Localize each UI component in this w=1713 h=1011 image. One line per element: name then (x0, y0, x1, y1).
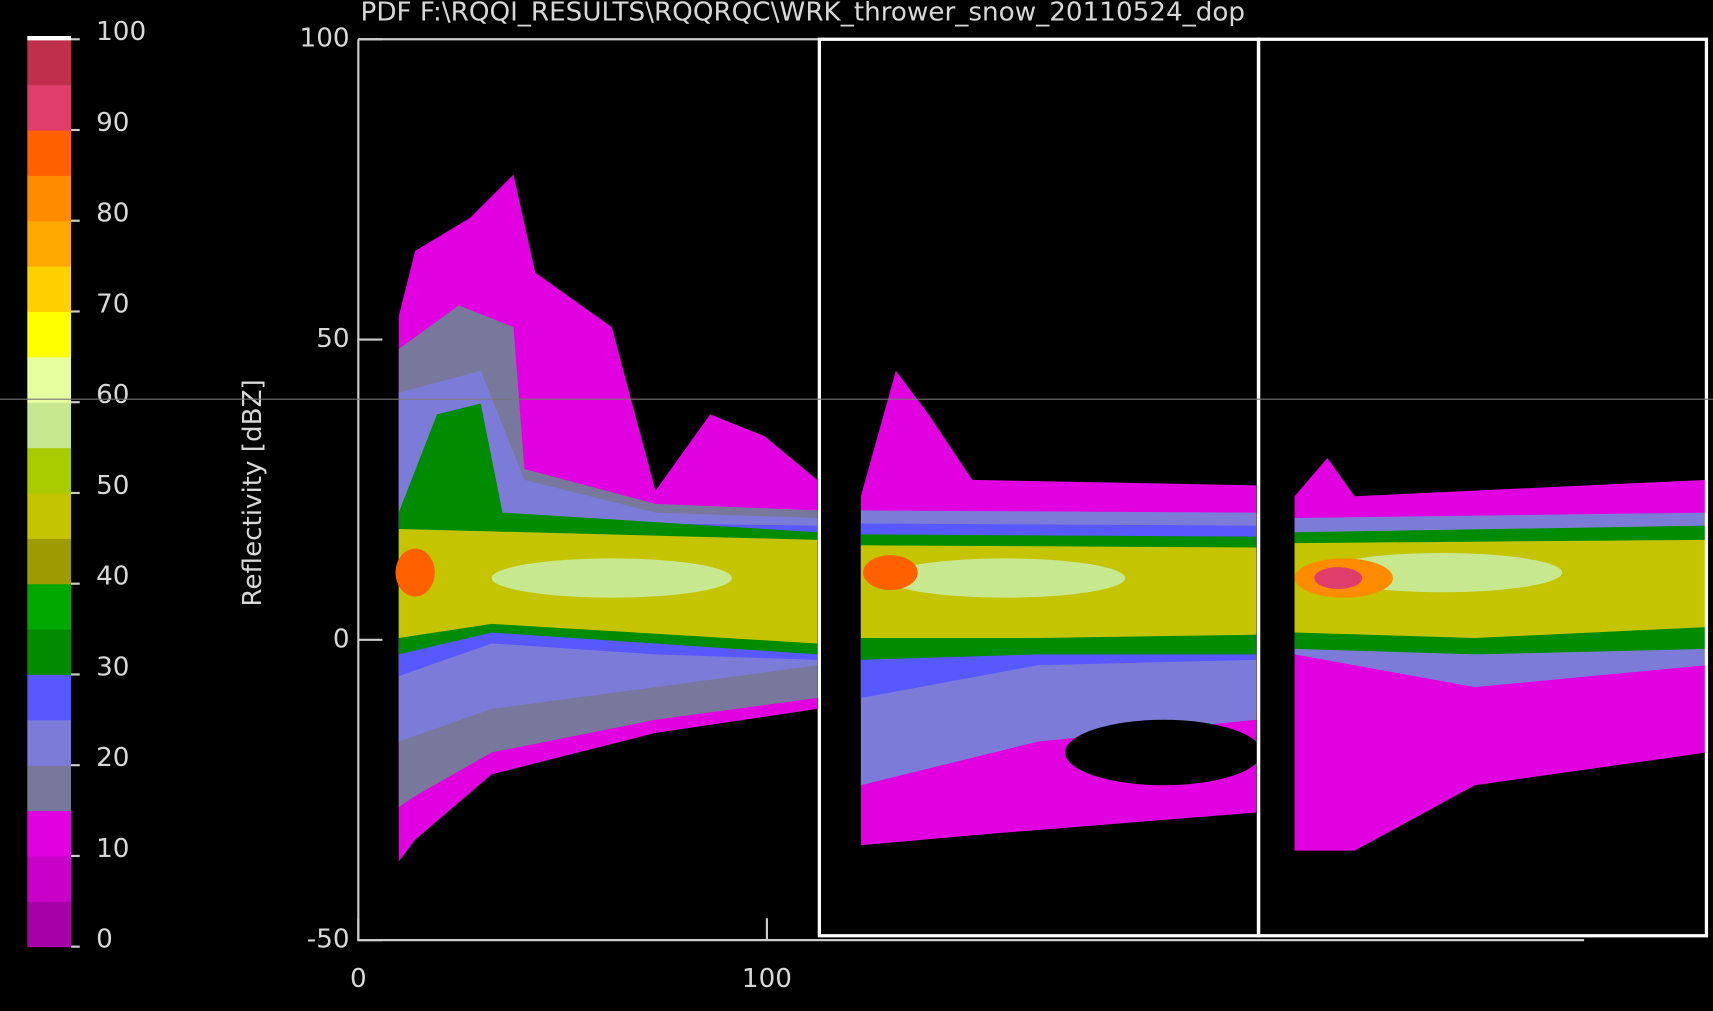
colorbar-band (27, 220, 72, 267)
density-field (395, 174, 1707, 862)
colorbar-band (27, 356, 72, 403)
density-region (395, 548, 435, 597)
colorbar-band (27, 765, 72, 812)
y-tick-label: 50 (316, 324, 349, 354)
y-tick-label: 0 (333, 624, 350, 654)
x-tick-label: 0 (350, 964, 367, 994)
colorbar-top (27, 35, 72, 41)
colorbar-tick-label: 90 (96, 108, 129, 138)
colorbar-band (27, 901, 72, 948)
colorbar-tick-label: 50 (96, 471, 129, 501)
colorbar-tick-label: 0 (96, 925, 113, 955)
colorbar-band (27, 447, 72, 494)
colorbar-tick-label: 30 (96, 652, 129, 682)
colorbar-band (27, 674, 72, 721)
colorbar-band (27, 629, 72, 675)
colorbar-tick-label: 60 (96, 380, 129, 410)
chart-title: PDF F:\RQQI_RESULTS\RQQRQC\WRK_thrower_s… (361, 0, 1246, 28)
density-region (1314, 567, 1363, 589)
panel-frame (1256, 37, 1709, 938)
colorbar-band (27, 130, 72, 176)
y-tick-label: 100 (300, 24, 350, 54)
colorbar-band (27, 311, 72, 358)
density-region (884, 558, 1126, 598)
colorbar-band (27, 402, 72, 449)
y-tick-label: -50 (307, 925, 350, 955)
colorbar-band (27, 719, 72, 766)
colorbar-tick-label: 10 (96, 834, 129, 864)
colorbar-tick-label: 100 (96, 17, 146, 47)
density-region (1065, 719, 1262, 786)
colorbar-band (27, 39, 72, 86)
density-region (491, 558, 732, 598)
colorbar-band (27, 810, 72, 857)
colorbar-tick-label: 80 (96, 199, 129, 229)
x-tick-label: 100 (742, 964, 792, 994)
colorbar-band (27, 175, 72, 222)
y-axis-label: Reflectivity [dBZ] (238, 379, 268, 606)
density-region (863, 555, 918, 591)
colorbar-tick-label: 70 (96, 289, 129, 319)
colorbar-band (27, 266, 72, 313)
colorbar-band (27, 538, 72, 585)
colorbar-band (27, 492, 72, 539)
colorbar-tick-label: 20 (96, 743, 129, 773)
colorbar-band (27, 84, 72, 131)
colorbar-tick-label: 40 (96, 562, 129, 592)
colorbar-band (27, 855, 72, 902)
colorbar-band (27, 583, 72, 630)
